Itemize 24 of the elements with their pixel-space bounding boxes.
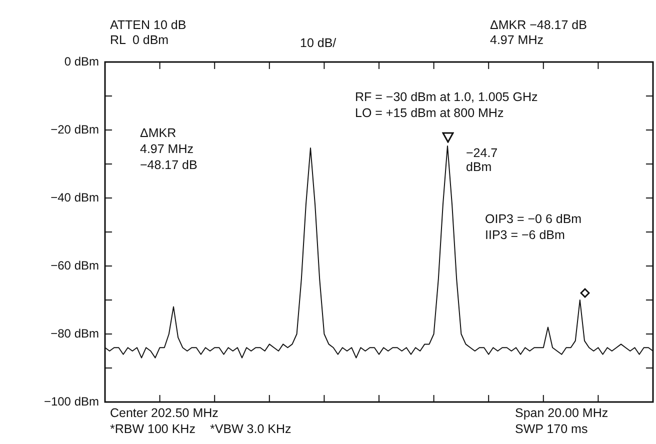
annotation: RF = −30 dBm at 1.0, 1.005 GHz xyxy=(355,90,538,104)
annotation: OIP3 = −0 6 dBm xyxy=(485,212,582,226)
annotation: −48.17 dB xyxy=(140,158,198,172)
y-tick-label: 0 dBm xyxy=(64,54,99,68)
text: ATTEN 10 dB xyxy=(110,18,186,32)
text: 10 dB/ xyxy=(300,36,336,50)
annotation: IIP3 = −6 dBm xyxy=(485,228,565,242)
y-tick-label: −60 dBm xyxy=(50,258,99,272)
annotation: −24.7 dBm xyxy=(466,146,499,174)
annotation: LO = +15 dBm at 800 MHz xyxy=(355,106,504,120)
annotation: 4.97 MHz xyxy=(140,142,194,156)
y-tick-label: −40 dBm xyxy=(50,190,99,204)
text: ΔMKR −48.17 dB xyxy=(490,18,587,32)
text: SWP 170 ms xyxy=(515,422,588,436)
y-tick-label: −100 dBm xyxy=(44,394,99,408)
text: Span 20.00 MHz xyxy=(515,406,608,420)
text: Center 202.50 MHz xyxy=(110,406,218,420)
text: RL 0 dBm xyxy=(110,33,169,47)
y-tick-label: −20 dBm xyxy=(50,122,99,136)
annotation: ΔMKR xyxy=(140,126,176,140)
text: *VBW 3.0 KHz xyxy=(210,422,292,436)
text: 4.97 MHz xyxy=(490,33,544,47)
y-tick-label: −80 dBm xyxy=(50,326,99,340)
text: *RBW 100 KHz xyxy=(110,422,196,436)
